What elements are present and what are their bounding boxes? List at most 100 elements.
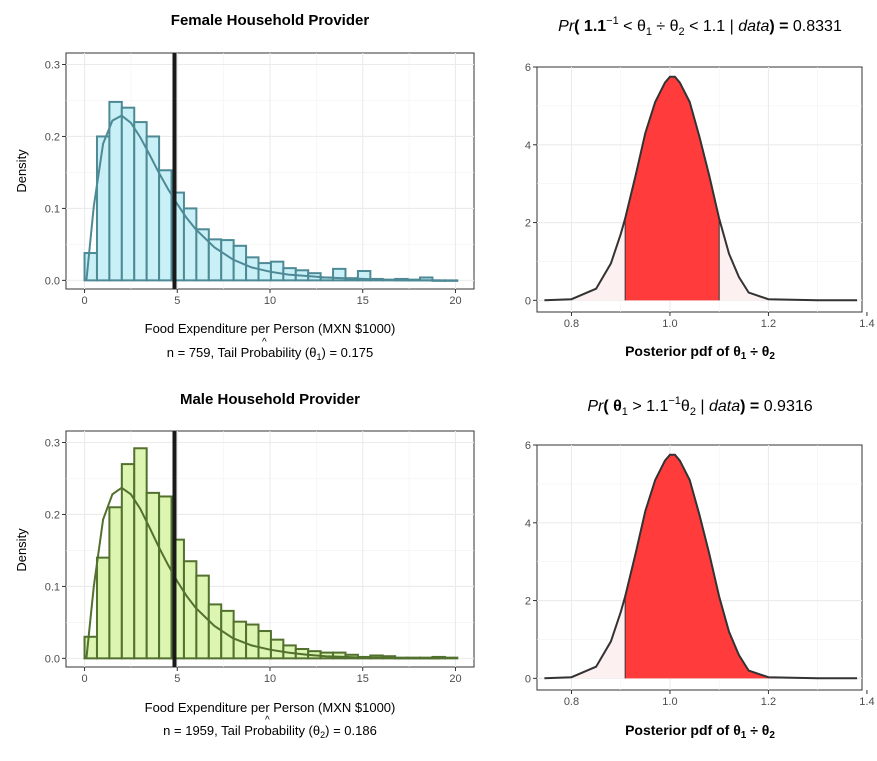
histogram-bar [108, 100, 123, 282]
y-tick-label: 0.3 [45, 60, 60, 72]
title-theta2: ÷ θ [652, 18, 679, 35]
histogram-bar [269, 638, 285, 660]
title-value: 0.9316 [764, 398, 813, 415]
histogram-bars [83, 100, 459, 282]
female-histogram-panel: 0 5 10 15 20 0.0 0.1 0.2 0.3 Female Household Pr… [14, 12, 475, 362]
x-tick-label: 1.4 [859, 318, 874, 330]
histogram-bar [158, 495, 173, 660]
x-tick-label: 15 [357, 295, 369, 307]
subtitle-sub: 1 [317, 352, 322, 362]
y-tick-label: 4 [525, 140, 531, 152]
x-tick-label: 1.4 [859, 696, 874, 708]
x-tick-label: 1.0 [662, 696, 677, 708]
title-sup: −1 [668, 395, 681, 407]
y-tick-label: 0 [525, 295, 531, 307]
credible-region [625, 76, 720, 301]
density-curve [85, 486, 441, 660]
title-open: ( 1.1 [574, 18, 606, 35]
subtitle: n = 759, Tail Probability (θ1) = 0.175 [167, 345, 373, 362]
x-axis-label: Posterior pdf of θ1 ÷ θ2 [625, 722, 775, 741]
histogram-bar [245, 623, 260, 660]
title-data: data [709, 398, 740, 415]
xlabel-prefix: Posterior pdf of θ [625, 722, 741, 738]
xlabel-sub2: 2 [769, 730, 775, 741]
x-tick-label: 0.8 [564, 696, 579, 708]
histogram-bar [220, 239, 235, 282]
histogram-bars [83, 447, 459, 660]
histogram-bar [182, 207, 198, 282]
x-tick-label: 20 [449, 295, 461, 307]
y-tick-label: 0.1 [45, 581, 60, 593]
x-tick-label: 0 [81, 673, 87, 685]
x-tick-label: 20 [449, 673, 461, 685]
probability-title: Pr( θ1 > 1.1−1θ2 | data) = 0.9316 [587, 395, 812, 418]
subtitle: n = 1959, Tail Probability (θ2) = 0.186 [163, 723, 377, 740]
y-tick-label: 0.2 [45, 509, 60, 521]
credible-region [625, 454, 858, 679]
y-tick-label: 6 [525, 62, 531, 74]
title-sub1: 1 [622, 406, 628, 418]
x-tick-label: 0 [81, 295, 87, 307]
x-tick-label: 10 [264, 295, 276, 307]
y-axis-label: Density [14, 149, 29, 193]
title-theta1: < θ [619, 18, 646, 35]
x-axis-label: Food Expenditure per Person (MXN $1000) [145, 700, 396, 715]
subtitle-theta: θ [309, 345, 316, 360]
title-eq: ) = [769, 18, 793, 35]
axis-ticks: 0 5 10 15 20 0.0 0.1 0.2 0.3 [45, 438, 462, 685]
male-histogram-panel: 0 5 10 15 20 0.0 0.1 0.2 0.3 Male Household Prov… [14, 391, 475, 740]
density-curve [85, 114, 441, 282]
title-value: 0.8331 [793, 18, 842, 35]
histogram-bar [95, 135, 111, 282]
chart-title: Male Household Provider [180, 391, 360, 408]
histogram-bar [443, 656, 459, 660]
histogram-bar [120, 106, 136, 282]
xlabel-mid: ÷ θ [746, 343, 769, 359]
title-theta2: θ [681, 398, 690, 415]
y-axis-label: Density [14, 528, 29, 572]
title-pr: Pr [587, 398, 604, 415]
xlabel-sub1: 1 [741, 730, 747, 741]
x-tick-label: 1.2 [761, 318, 776, 330]
histogram-bar [257, 630, 272, 660]
subtitle-suffix: ) = 0.186 [325, 723, 377, 738]
y-tick-label: 2 [525, 218, 531, 230]
x-tick-label: 10 [264, 673, 276, 685]
histogram-bar [182, 560, 198, 660]
histogram-bar [133, 447, 148, 660]
histogram-bar [443, 279, 459, 282]
title-cond: | [696, 398, 709, 415]
y-tick-label: 0.3 [45, 438, 60, 450]
axis-ticks: 0 5 10 15 20 0.0 0.1 0.2 0.3 [45, 60, 462, 307]
y-tick-label: 0.1 [45, 203, 60, 215]
title-open: ( θ [603, 398, 621, 415]
histogram-bar [95, 556, 111, 660]
y-tick-label: 0 [525, 673, 531, 685]
title-sub2: 2 [690, 406, 696, 418]
title-gt: > 1.1 [628, 398, 669, 415]
subtitle-sub: 2 [320, 730, 325, 740]
posterior-density-curve [544, 75, 858, 302]
histogram-bar [158, 169, 173, 282]
probability-title: Pr( 1.1−1 < θ1 ÷ θ2 < 1.1 | data) = 0.83… [558, 15, 842, 38]
subtitle-prefix: n = 759, Tail Probability ( [167, 345, 310, 360]
posterior-density-curve [544, 453, 858, 680]
y-tick-label: 2 [525, 596, 531, 608]
x-axis-label: Posterior pdf of θ1 ÷ θ2 [625, 343, 775, 362]
y-tick-label: 0.2 [45, 131, 60, 143]
subtitle-prefix: n = 1959, Tail Probability ( [163, 723, 313, 738]
histogram-bar [207, 603, 223, 660]
hat-glyph: ^ [262, 337, 267, 348]
x-axis-label: Food Expenditure per Person (MXN $1000) [145, 321, 396, 336]
x-tick-label: 1.2 [761, 696, 776, 708]
x-tick-label: 15 [357, 673, 369, 685]
xlabel-mid: ÷ θ [746, 722, 769, 738]
subtitle-suffix: ) = 0.175 [322, 345, 374, 360]
x-tick-label: 1.0 [662, 318, 677, 330]
y-tick-label: 6 [525, 440, 531, 452]
title-data: data [738, 18, 769, 35]
histogram-bar [145, 135, 161, 282]
y-tick-label: 4 [525, 518, 531, 530]
